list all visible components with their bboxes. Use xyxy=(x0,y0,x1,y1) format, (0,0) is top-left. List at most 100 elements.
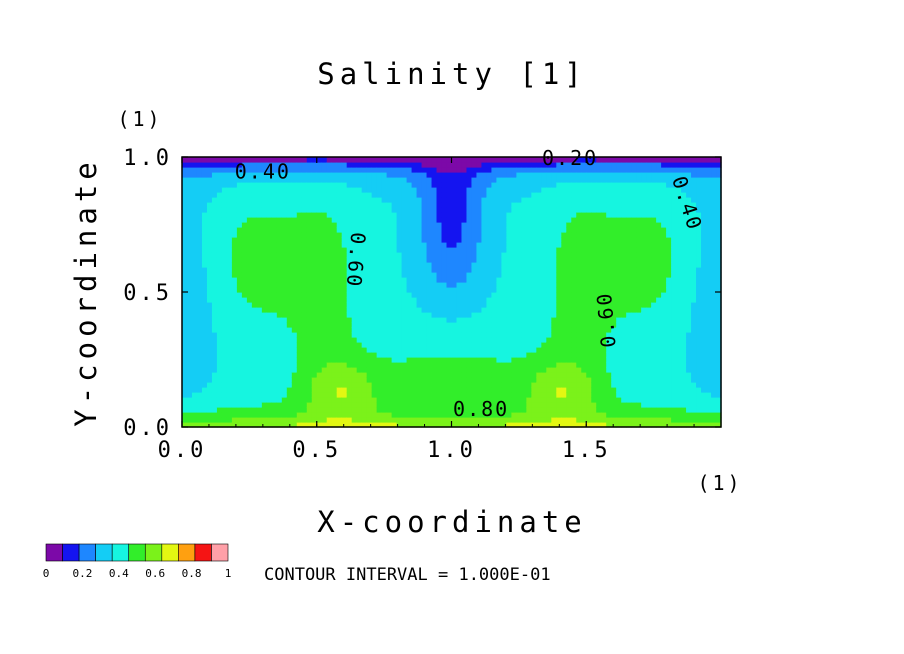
contour-cell xyxy=(411,322,418,328)
contour-cell xyxy=(426,277,433,283)
contour-cell xyxy=(471,392,478,398)
contour-cell xyxy=(276,247,283,253)
contour-cell xyxy=(476,307,483,313)
contour-cell xyxy=(571,162,577,168)
contour-cell xyxy=(226,227,233,233)
contour-cell xyxy=(261,372,268,378)
contour-cell xyxy=(366,312,373,318)
contour-cell xyxy=(321,367,328,373)
contour-cell xyxy=(641,327,647,333)
contour-cell xyxy=(436,212,443,218)
contour-cell xyxy=(601,402,607,408)
contour-cell xyxy=(636,282,642,288)
contour-cell xyxy=(261,357,268,363)
contour-cell xyxy=(521,187,527,193)
contour-cell xyxy=(471,397,478,403)
contour-cell xyxy=(381,417,388,423)
contour-cell xyxy=(471,207,478,213)
contour-cell xyxy=(641,287,647,293)
contour-cell xyxy=(381,397,388,403)
contour-cell xyxy=(596,192,602,198)
contour-cell xyxy=(481,187,488,193)
contour-cell xyxy=(386,382,393,388)
contour-cell xyxy=(621,357,627,363)
contour-cell xyxy=(326,337,333,343)
contour-cell xyxy=(421,267,428,273)
contour-cell xyxy=(201,187,208,193)
contour-cell xyxy=(182,277,188,283)
contour-cell xyxy=(496,202,503,208)
contour-cell xyxy=(626,362,632,368)
contour-cell xyxy=(456,182,463,188)
contour-cell xyxy=(516,257,522,263)
contour-cell xyxy=(241,267,248,273)
contour-cell xyxy=(376,352,383,358)
contour-cell xyxy=(526,182,532,188)
contour-cell xyxy=(416,397,423,403)
contour-cell xyxy=(551,247,557,253)
contour-cell xyxy=(636,332,642,338)
contour-cell xyxy=(191,342,198,348)
contour-cell xyxy=(591,387,597,393)
contour-cell xyxy=(396,357,403,363)
contour-cell xyxy=(321,222,328,228)
contour-cell xyxy=(481,272,488,278)
contour-cell xyxy=(521,312,527,318)
contour-cell xyxy=(246,257,253,263)
contour-cell xyxy=(361,167,368,173)
contour-cell xyxy=(541,377,547,383)
contour-cell xyxy=(236,222,243,228)
contour-cell xyxy=(182,177,188,183)
contour-cell xyxy=(221,352,228,358)
contour-cell xyxy=(341,417,348,423)
contour-cell xyxy=(631,197,637,203)
contour-cell xyxy=(391,397,398,403)
contour-cell xyxy=(456,392,463,398)
contour-cell xyxy=(296,172,303,178)
contour-cell xyxy=(546,232,552,238)
contour-cell xyxy=(221,217,228,223)
contour-cell xyxy=(331,377,338,383)
contour-cell xyxy=(386,372,393,378)
contour-cell xyxy=(421,162,428,168)
contour-cell xyxy=(421,277,428,283)
contour-cell xyxy=(281,172,288,178)
contour-cell xyxy=(266,277,273,283)
contour-cell xyxy=(216,157,223,163)
contour-cell xyxy=(391,257,398,263)
contour-cell xyxy=(406,307,413,313)
contour-cell xyxy=(216,162,223,168)
contour-cell xyxy=(211,307,218,313)
contour-cell xyxy=(366,272,373,278)
contour-cell xyxy=(231,257,238,263)
contour-cell xyxy=(351,242,358,248)
contour-cell xyxy=(366,337,373,343)
contour-cell xyxy=(621,272,627,278)
contour-cell xyxy=(576,422,582,428)
contour-cell xyxy=(366,287,373,293)
contour-cell xyxy=(621,212,627,218)
contour-cell xyxy=(381,372,388,378)
contour-cell xyxy=(201,242,208,248)
contour-cell xyxy=(606,327,612,333)
contour-cell xyxy=(361,287,368,293)
contour-cell xyxy=(456,177,463,183)
contour-cell xyxy=(526,212,532,218)
contour-cell xyxy=(611,412,617,418)
contour-cell xyxy=(386,367,393,373)
contour-cell xyxy=(271,417,278,423)
contour-cell xyxy=(591,367,597,373)
contour-cell xyxy=(586,412,592,418)
contour-cell xyxy=(631,282,637,288)
contour-cell xyxy=(331,347,338,353)
contour-cell xyxy=(261,392,268,398)
contour-cell xyxy=(356,192,363,198)
contour-cell xyxy=(431,162,438,168)
contour-cell xyxy=(301,267,308,273)
contour-cell xyxy=(616,227,622,233)
contour-cell xyxy=(601,242,607,248)
contour-cell xyxy=(631,337,637,343)
contour-cell xyxy=(516,387,522,393)
contour-cell xyxy=(326,222,333,228)
contour-cell xyxy=(526,277,532,283)
